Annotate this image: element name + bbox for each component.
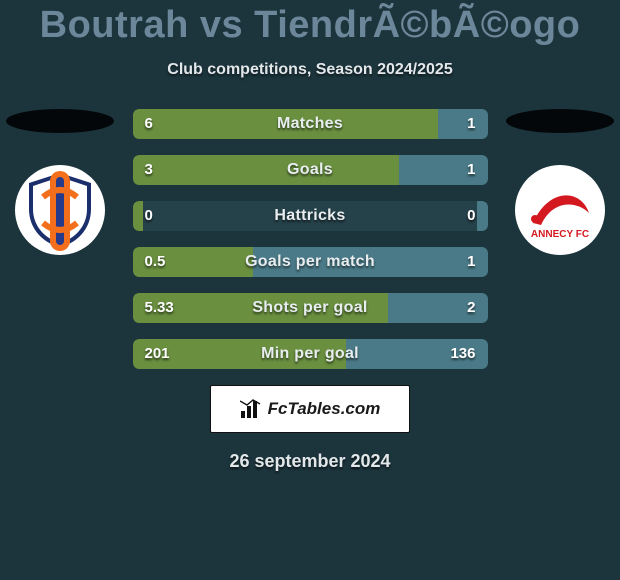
bar-chart-icon [240,399,262,419]
stat-row: 61Matches [133,109,488,139]
swoosh-icon: ANNECY FC [519,169,601,251]
shadow-ellipse-right [506,109,614,133]
stat-row: 31Goals [133,155,488,185]
page-subtitle: Club competitions, Season 2024/2025 [0,61,620,79]
stat-label: Goals per match [133,247,488,277]
shield-icon [19,169,101,251]
right-player-column: ANNECY FC [500,109,620,255]
page-title: Boutrah vs TiendrÃ©bÃ©ogo [0,0,620,47]
badge-subtext: ANNECY FC [531,229,589,240]
left-player-column [0,109,120,255]
brand-box[interactable]: FcTables.com [210,385,410,433]
stat-label: Shots per goal [133,293,488,323]
club-badge-right: ANNECY FC [515,165,605,255]
stat-row: 0.51Goals per match [133,247,488,277]
stats-bars: 61Matches 31Goals 00Hattricks 0.51Goals per… [133,109,488,369]
stat-row: 201136Min per goal [133,339,488,369]
shadow-ellipse-left [6,109,114,133]
stat-label: Matches [133,109,488,139]
main-container: ANNECY FC 61Matches 31Goals 00Hattricks 0.5… [0,109,620,369]
brand-text: FcTables.com [268,399,381,419]
club-badge-left [15,165,105,255]
stat-label: Min per goal [133,339,488,369]
stat-label: Goals [133,155,488,185]
footer-date: 26 september 2024 [0,451,620,472]
stat-label: Hattricks [133,201,488,231]
stat-row: 5.332Shots per goal [133,293,488,323]
stat-row: 00Hattricks [133,201,488,231]
